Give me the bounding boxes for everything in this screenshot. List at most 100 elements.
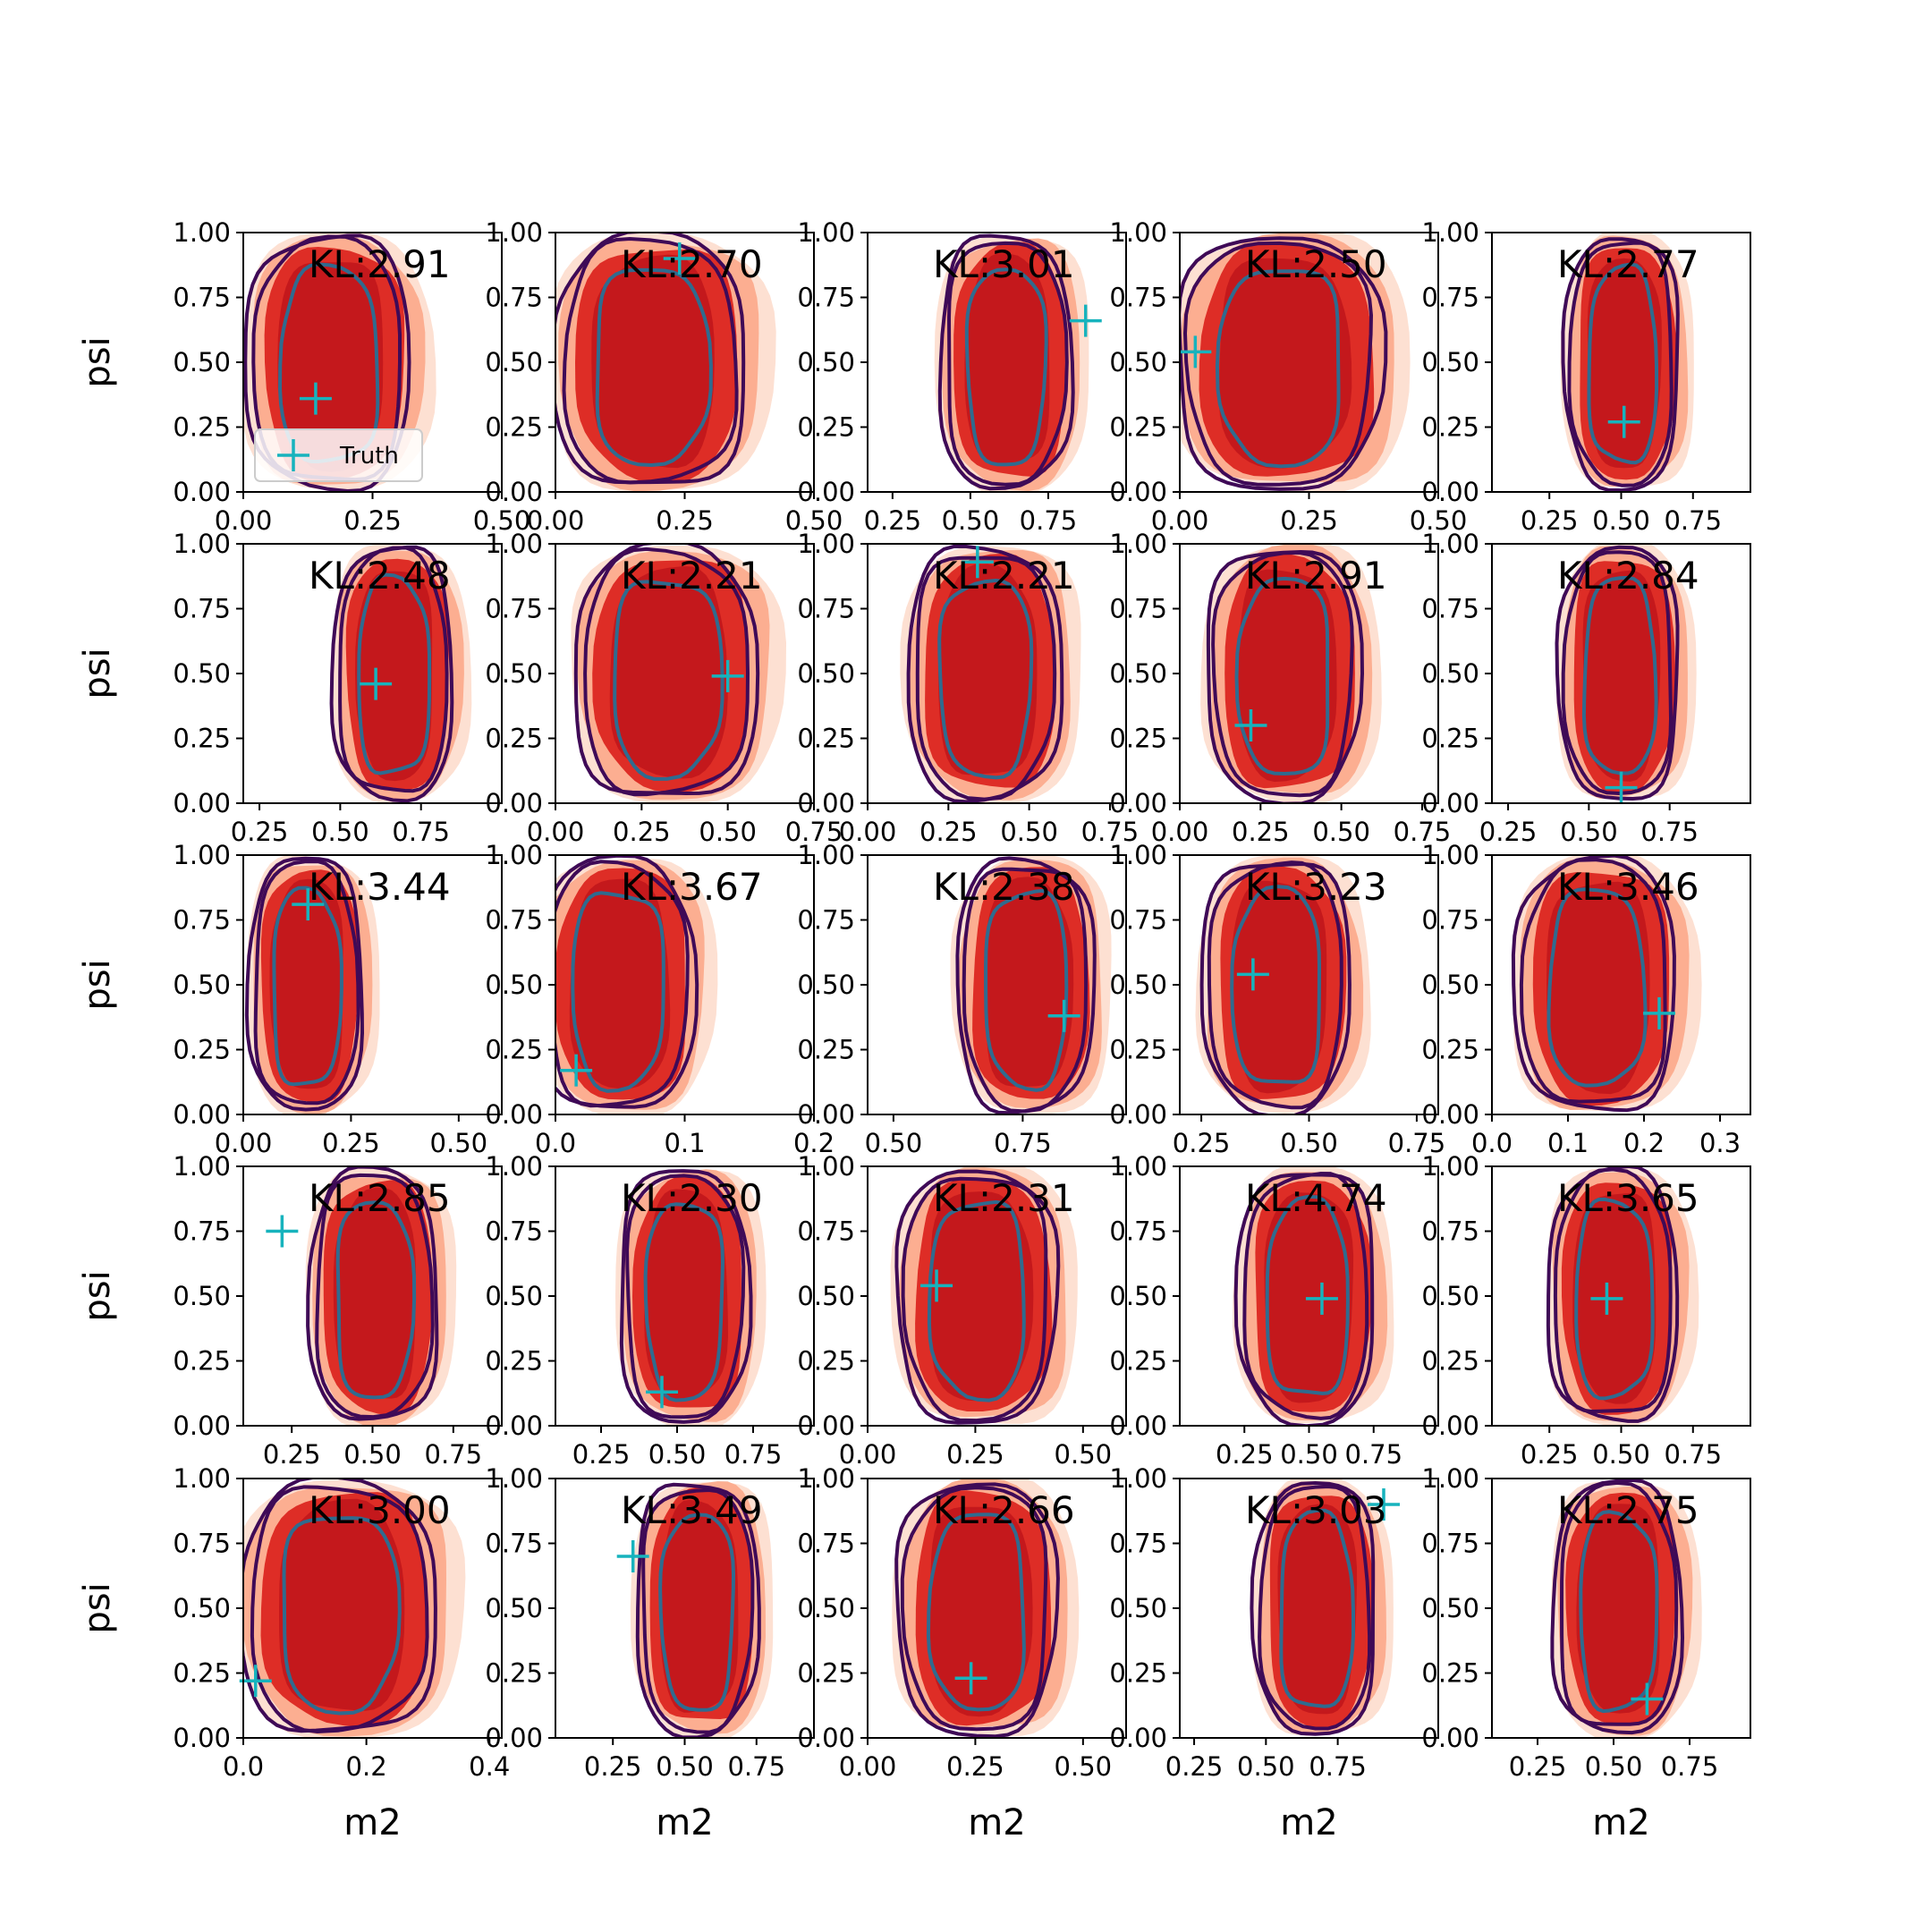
contour-inner bbox=[1581, 575, 1658, 775]
panel-3: 0.00 0.25 0.50 0.75 1.00 0.25 0.50 0.75 KL:3.01 bbox=[797, 217, 1127, 536]
y-tick-label: 0.00 bbox=[1109, 1099, 1167, 1130]
panel-4: 0.00 0.25 0.50 0.75 1.00 0.00 0.25 0.50 KL:2.50 bbox=[1109, 217, 1467, 536]
x-tick-label: 0.00 bbox=[215, 505, 273, 536]
y-tick-label: 0.50 bbox=[485, 347, 543, 377]
contour-outer-1 bbox=[1233, 1173, 1375, 1426]
kl-annotation: KL:2.21 bbox=[933, 554, 1075, 597]
contour-inner bbox=[984, 888, 1069, 1092]
y-tick-label: 0.75 bbox=[1109, 594, 1167, 624]
y-tick-label: 0.25 bbox=[485, 724, 543, 754]
y-tick-label: 0.50 bbox=[797, 970, 855, 1000]
x-tick-label: 0.2 bbox=[1623, 1128, 1665, 1158]
panel-21: 0.00 0.25 0.50 0.75 1.00 0.0 0.2 0.4 KL:3.00 psi m… bbox=[77, 1463, 510, 1843]
contour-outer-1 bbox=[329, 545, 454, 803]
y-tick-label: 0.50 bbox=[173, 970, 231, 1000]
density-level-4 bbox=[1277, 1504, 1358, 1715]
x-tick-label: 0.2 bbox=[346, 1751, 387, 1782]
y-tick-label: 0.25 bbox=[173, 1658, 231, 1689]
contour-outer-2 bbox=[338, 546, 449, 793]
x-tick-label: 0.75 bbox=[1388, 1128, 1446, 1158]
x-tick-label: 0.0 bbox=[1471, 1128, 1513, 1158]
x-tick-label: 0.4 bbox=[469, 1751, 510, 1782]
x-tick-label: 0.25 bbox=[919, 817, 978, 847]
contour-outer-1 bbox=[894, 1482, 1060, 1738]
kl-annotation: KL:2.50 bbox=[1245, 242, 1387, 286]
x-tick-label: 0.25 bbox=[1232, 817, 1290, 847]
x-axis-label: m2 bbox=[1280, 1802, 1337, 1843]
x-tick-label: 0.75 bbox=[1661, 1751, 1719, 1782]
y-tick-label: 1.00 bbox=[1109, 840, 1167, 870]
contour-outer-2 bbox=[555, 860, 690, 1108]
y-tick-label: 0.75 bbox=[173, 905, 231, 936]
density-level-4 bbox=[929, 1506, 1033, 1717]
y-tick-label: 1.00 bbox=[485, 1151, 543, 1182]
density-fill-group bbox=[892, 1479, 1080, 1738]
y-tick-label: 0.25 bbox=[1421, 724, 1479, 754]
density-fill-group bbox=[1550, 1479, 1702, 1738]
contour-inner bbox=[272, 886, 343, 1087]
x-tick-label: 0.00 bbox=[527, 817, 585, 847]
y-tick-label: 0.50 bbox=[1109, 1593, 1167, 1623]
density-fill-group bbox=[950, 855, 1112, 1114]
density-fill-group bbox=[243, 233, 436, 492]
y-tick-label: 0.75 bbox=[485, 905, 543, 936]
contour-outer-1 bbox=[573, 544, 760, 796]
y-axis-label: psi bbox=[77, 648, 118, 699]
contour-outer-2 bbox=[250, 1485, 429, 1734]
y-tick-label: 0.50 bbox=[1421, 1281, 1479, 1311]
y-tick-label: 0.25 bbox=[173, 412, 231, 443]
x-tick-label: 0.00 bbox=[839, 1439, 897, 1470]
x-tick-label: 0.50 bbox=[1592, 1439, 1650, 1470]
x-tick-label: 0.25 bbox=[343, 505, 402, 536]
x-tick-label: 0.3 bbox=[1699, 1128, 1741, 1158]
y-tick-label: 0.50 bbox=[797, 658, 855, 689]
y-tick-label: 0.25 bbox=[173, 1346, 231, 1377]
contour-inner bbox=[658, 1513, 736, 1712]
y-tick-label: 0.50 bbox=[797, 347, 855, 377]
x-tick-label: 0.50 bbox=[1055, 1751, 1113, 1782]
density-fill-group bbox=[555, 233, 776, 492]
y-tick-label: 0.75 bbox=[797, 1529, 855, 1559]
density-level-4 bbox=[333, 1187, 416, 1399]
density-fill-group bbox=[900, 544, 1081, 803]
y-tick-label: 0.25 bbox=[1109, 1658, 1167, 1689]
contour-outer-2 bbox=[1559, 1480, 1679, 1726]
panel-13: 0.00 0.25 0.50 0.75 1.00 0.50 0.75 KL:2.38 bbox=[797, 840, 1127, 1158]
y-tick-label: 1.00 bbox=[1421, 1151, 1479, 1182]
y-tick-label: 0.00 bbox=[1109, 477, 1167, 507]
panel-20: 0.00 0.25 0.50 0.75 1.00 0.25 0.50 0.75 KL:3.65 bbox=[1421, 1151, 1751, 1470]
contour-inner bbox=[1579, 1510, 1659, 1714]
y-tick-label: 0.75 bbox=[797, 905, 855, 936]
density-level-4 bbox=[644, 1189, 728, 1401]
y-tick-label: 0.75 bbox=[1421, 594, 1479, 624]
contour-inner bbox=[282, 1516, 402, 1716]
panel-16: 0.00 0.25 0.50 0.75 1.00 0.25 0.50 0.75 KL:2.85 p… bbox=[77, 1151, 503, 1470]
x-tick-label: 0.75 bbox=[425, 1439, 483, 1470]
y-tick-label: 0.25 bbox=[1109, 1035, 1167, 1065]
density-level-4 bbox=[660, 1499, 739, 1713]
y-tick-label: 0.25 bbox=[1421, 1035, 1479, 1065]
panel-17: 0.00 0.25 0.50 0.75 1.00 0.25 0.50 0.75 KL:2.30 bbox=[485, 1151, 815, 1470]
x-tick-label: 0.75 bbox=[1664, 1439, 1722, 1470]
density-level-4 bbox=[1218, 258, 1352, 469]
y-tick-label: 1.00 bbox=[485, 840, 543, 870]
panel-15: 0.00 0.25 0.50 0.75 1.00 0.0 0.1 0.2 0.3 KL:3.46 bbox=[1421, 840, 1751, 1158]
y-tick-label: 0.50 bbox=[797, 1593, 855, 1623]
density-fill-group bbox=[1511, 855, 1702, 1113]
contour-inner bbox=[595, 267, 713, 468]
y-tick-label: 1.00 bbox=[485, 217, 543, 248]
y-tick-label: 0.75 bbox=[485, 1529, 543, 1559]
contour-inner bbox=[1574, 1197, 1655, 1401]
y-tick-label: 0.50 bbox=[485, 658, 543, 689]
contour-outer-2 bbox=[901, 1176, 1048, 1423]
contour-inner bbox=[643, 1202, 725, 1402]
x-tick-label: 0.0 bbox=[535, 1128, 576, 1158]
contour-outer-2 bbox=[1553, 1167, 1673, 1414]
contour-inner bbox=[927, 1199, 1026, 1402]
contour-outer-2 bbox=[900, 1486, 1048, 1732]
density-fill-group bbox=[571, 544, 786, 803]
y-tick-label: 0.50 bbox=[485, 970, 543, 1000]
x-tick-label: 0.00 bbox=[1151, 505, 1209, 536]
